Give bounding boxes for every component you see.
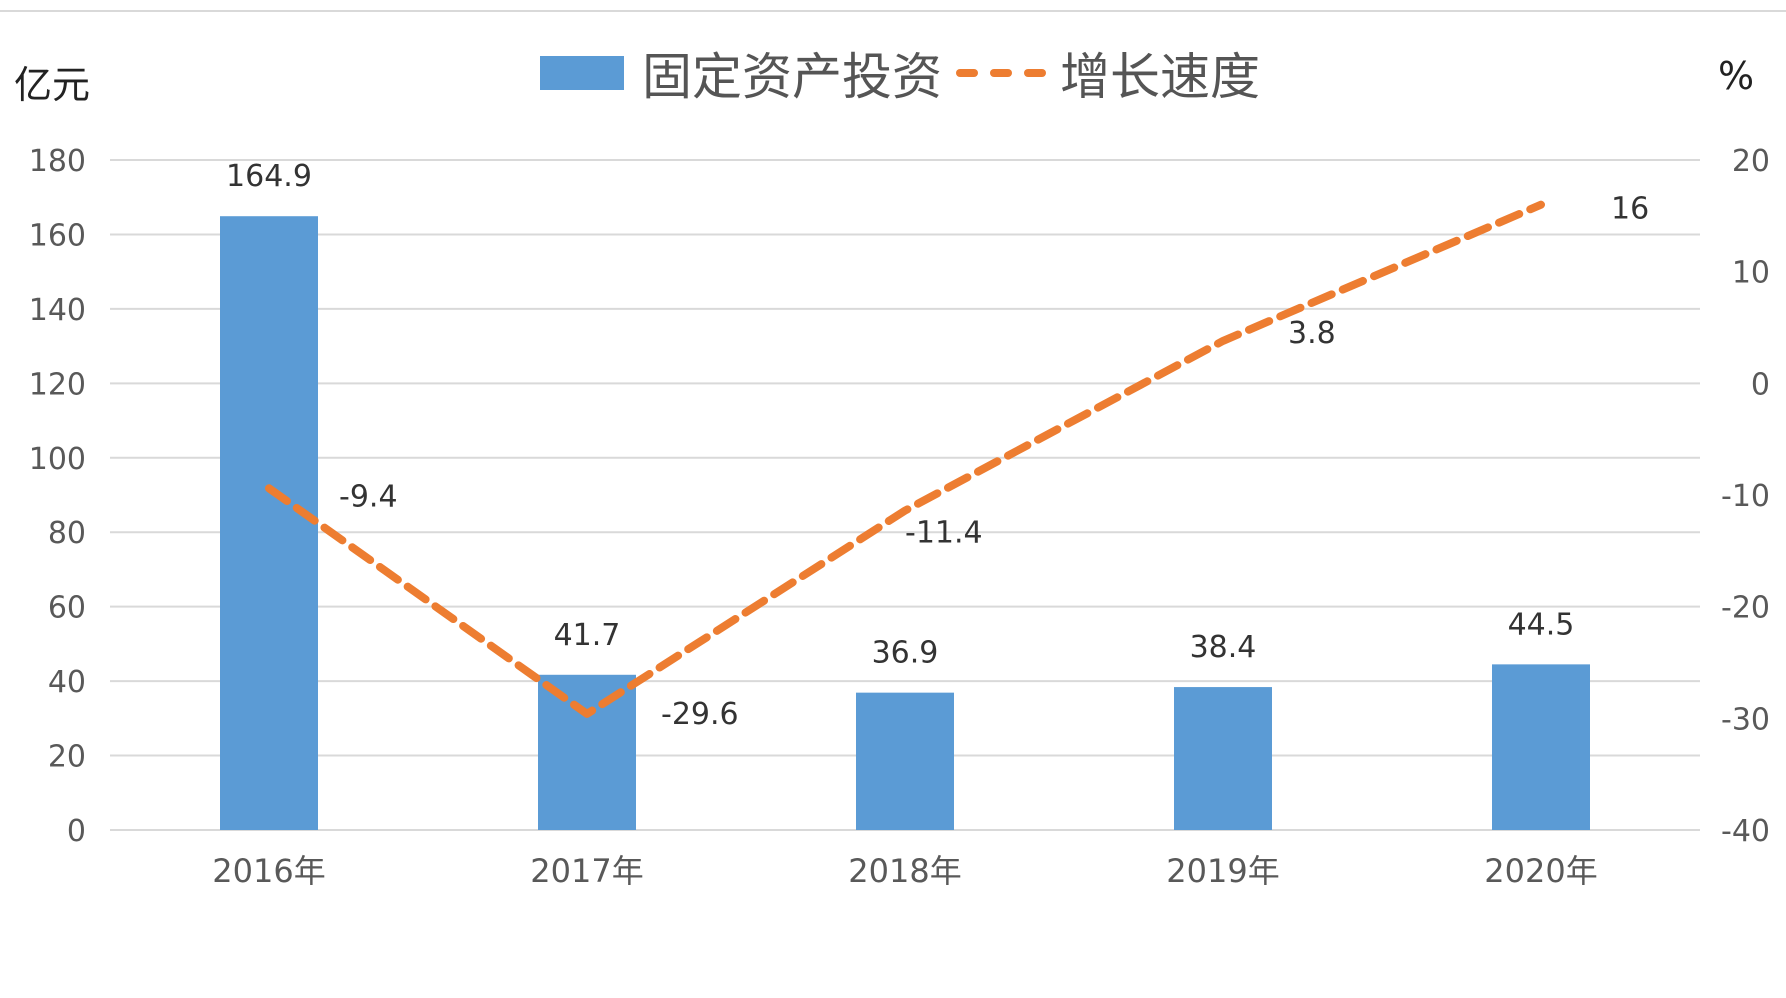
left-tick-label: 0 xyxy=(67,814,86,849)
bar-value-label: 164.9 xyxy=(226,159,312,194)
bar-value-label: 44.5 xyxy=(1508,607,1575,642)
left-tick-label: 180 xyxy=(29,144,86,179)
left-tick-label: 60 xyxy=(48,591,86,626)
bar xyxy=(1492,664,1590,830)
line-value-label: 3.8 xyxy=(1288,316,1336,351)
bar xyxy=(856,692,954,830)
left-tick-label: 120 xyxy=(29,367,86,402)
legend-line-label: 增长速度 xyxy=(1060,48,1260,106)
left-tick-label: 20 xyxy=(48,740,86,775)
line-value-label: -9.4 xyxy=(339,479,398,514)
legend-bar-swatch xyxy=(540,56,624,90)
line-value-label: -11.4 xyxy=(905,516,983,551)
right-axis-unit: % xyxy=(1718,54,1755,98)
x-tick-label: 2017年 xyxy=(530,852,643,890)
left-tick-label: 140 xyxy=(29,293,86,328)
right-tick-label: -30 xyxy=(1721,702,1770,737)
top-border xyxy=(0,10,1786,12)
x-tick-label: 2016年 xyxy=(212,852,325,890)
left-tick-label: 40 xyxy=(48,665,86,700)
left-axis-unit: 亿元 xyxy=(14,63,91,107)
line-value-label: 16 xyxy=(1611,192,1649,227)
right-tick-label: 0 xyxy=(1751,367,1770,402)
legend: 固定资产投资 增长速度 xyxy=(540,38,1260,108)
x-tick-label: 2018年 xyxy=(848,852,961,890)
legend-line-swatch xyxy=(956,66,1046,80)
x-tick-label: 2020年 xyxy=(1484,852,1597,890)
left-tick-label: 160 xyxy=(29,218,86,253)
bar xyxy=(1174,687,1272,830)
left-tick-label: 100 xyxy=(29,442,86,477)
left-tick-label: 80 xyxy=(48,516,86,551)
bar xyxy=(538,674,636,830)
right-tick-label: 20 xyxy=(1732,144,1770,179)
right-tick-label: -20 xyxy=(1721,591,1770,626)
line-value-label: -29.6 xyxy=(661,697,739,732)
bar-value-label: 36.9 xyxy=(872,636,939,671)
bar-value-label: 41.7 xyxy=(554,618,621,653)
right-tick-label: -10 xyxy=(1721,479,1770,514)
right-tick-label: 10 xyxy=(1732,256,1770,291)
right-tick-label: -40 xyxy=(1721,814,1770,849)
legend-bar-label: 固定资产投资 xyxy=(642,48,942,106)
bar-value-label: 38.4 xyxy=(1190,630,1257,665)
x-tick-label: 2019年 xyxy=(1166,852,1279,890)
bar xyxy=(220,216,318,830)
